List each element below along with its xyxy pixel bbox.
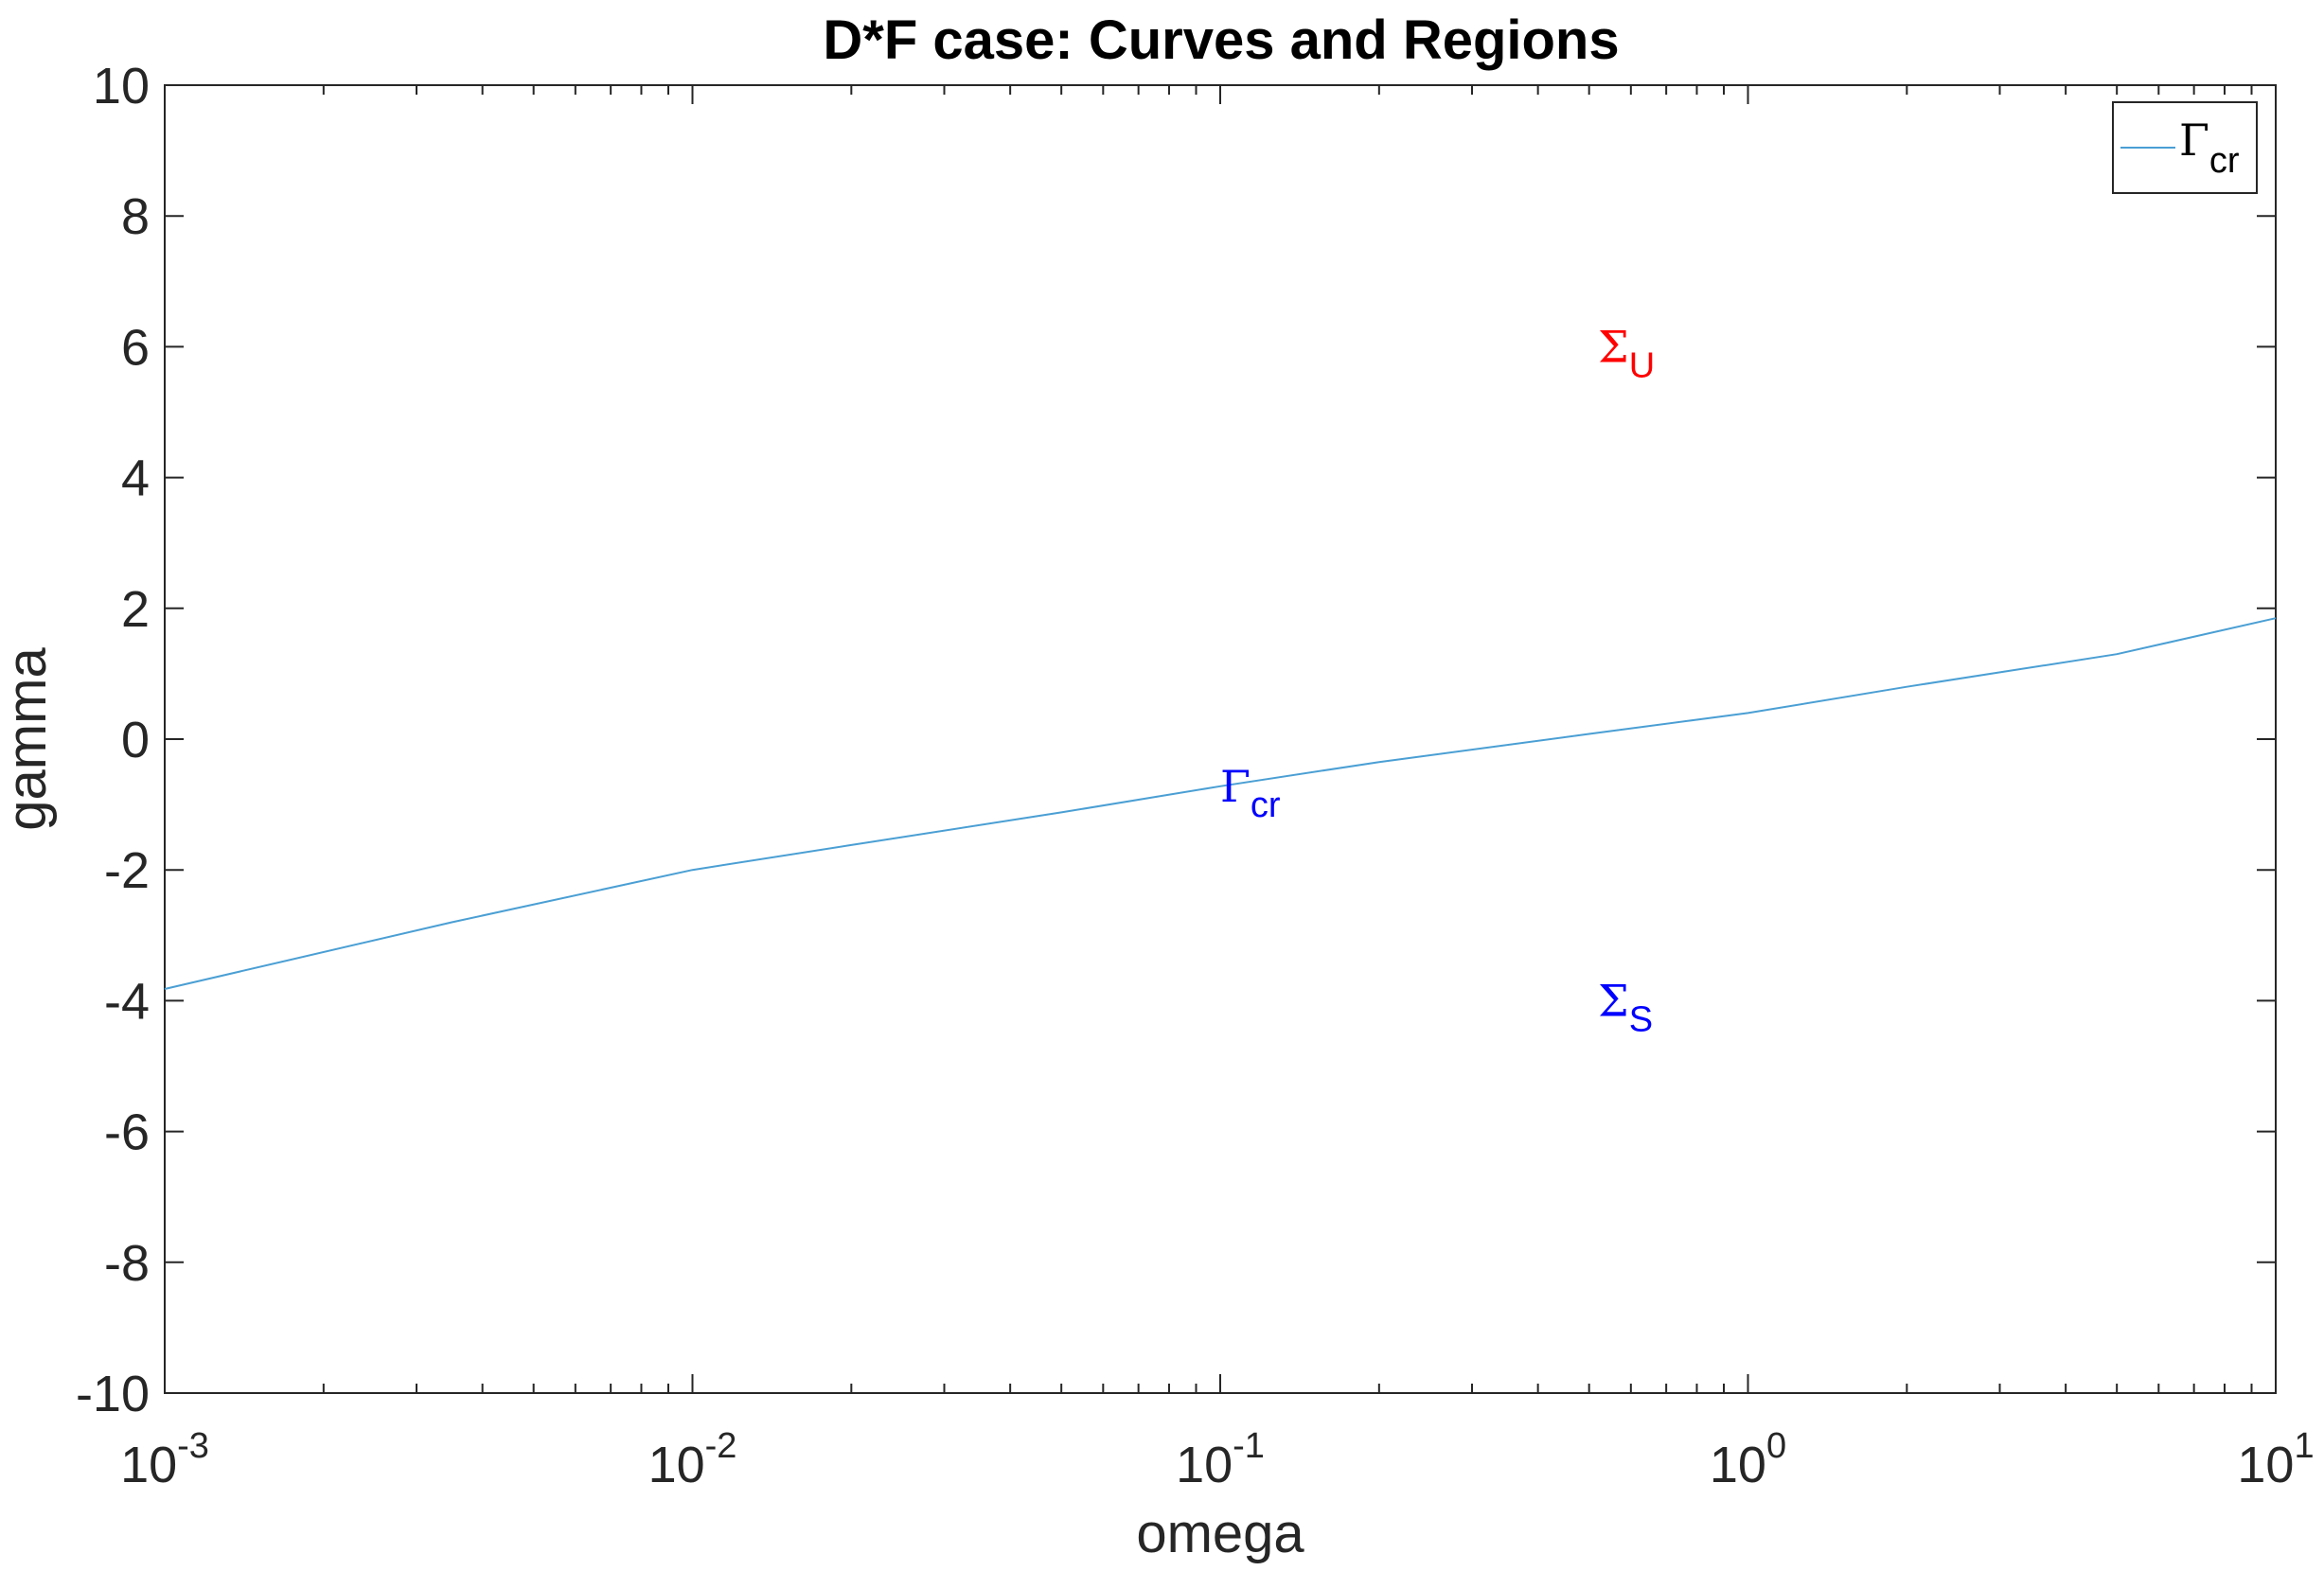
legend-entry-label: Γcr [2179,115,2240,181]
region-annotation: ΣS [1598,975,1653,1039]
x-axis: 10-3 10-2 10-1 100 101 [120,85,2315,1493]
series-line-gamma-cr [164,617,2277,990]
axes-box [164,84,2277,1394]
x-tick-label: 101 [2237,1426,2314,1493]
y-axis: 10 8 6 4 2 0 -2 -4 -6 -8 -10 [76,58,2276,1422]
y-tick-label: 8 [121,188,150,245]
region-annotation: ΣU [1598,321,1655,385]
y-tick-label: 10 [93,58,150,115]
chart-title: D*F case: Curves and Regions [823,9,1619,71]
y-tick-label: -8 [104,1235,150,1292]
y-tick-label: 0 [121,712,150,768]
y-tick-label: 2 [121,581,150,638]
y-tick-label: -4 [104,973,150,1030]
y-tick-label: 6 [121,319,150,376]
y-tick-label: -10 [76,1366,150,1422]
x-axis-label: omega [1136,1503,1304,1564]
x-tick-label: 100 [1710,1426,1786,1493]
x-tick-label: 10-2 [648,1426,737,1493]
x-tick-label: 10-1 [1176,1426,1265,1493]
y-tick-label: -6 [104,1104,150,1161]
y-tick-label: -2 [104,842,150,899]
y-axis-label: gamma [0,647,58,831]
x-tick-label: 10-3 [120,1426,209,1493]
y-tick-label: 4 [121,450,150,507]
legend: Γcr [2112,101,2258,194]
series-layer [164,617,2277,990]
region-annotation: Γcr [1220,761,1281,825]
plot-area [164,84,2277,1394]
annotation-layer: ΣU Γcr ΣS [1220,321,1655,1039]
